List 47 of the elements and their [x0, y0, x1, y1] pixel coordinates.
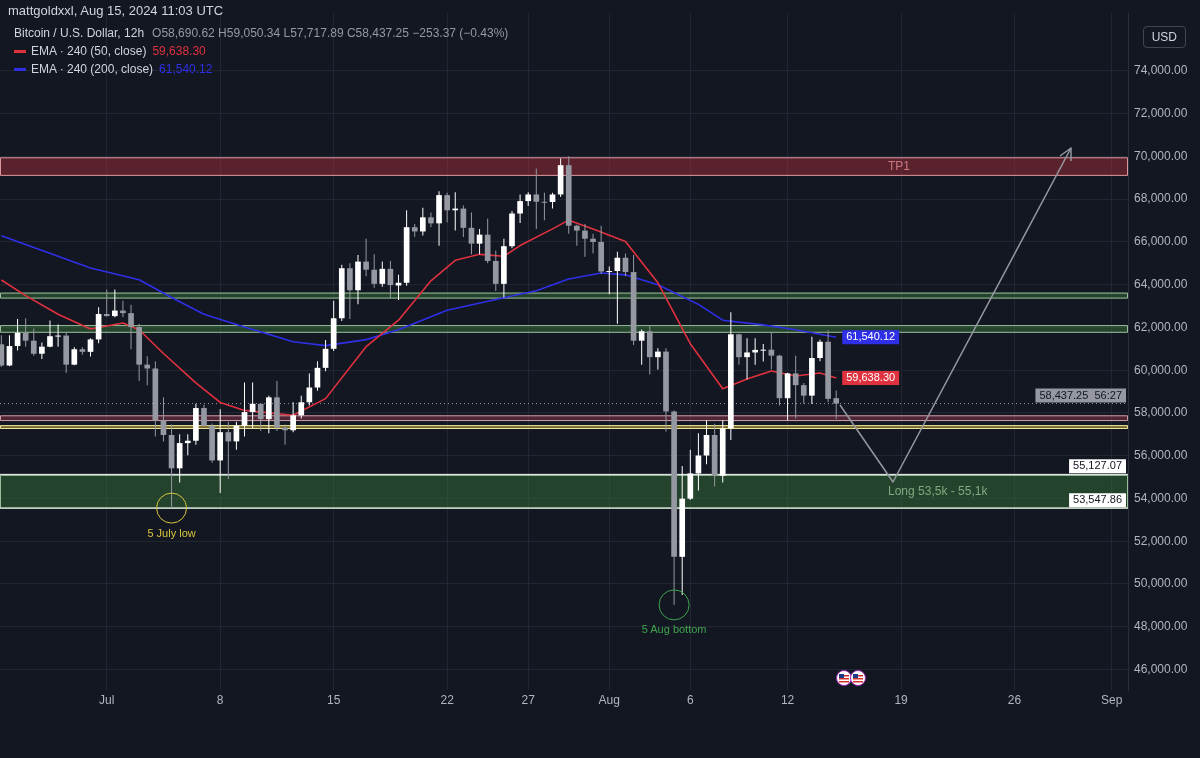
text: 61,540.12 — [159, 62, 213, 76]
text: 58,437.25 56:27 — [1039, 388, 1122, 401]
candlestick — [606, 266, 613, 295]
x-tick-label: 15 — [326, 692, 341, 707]
x-tick-label: Sep — [1101, 692, 1123, 707]
y-tick-label: 62,000.00 — [1134, 319, 1188, 334]
y-tick-label: 74,000.00 — [1134, 63, 1188, 78]
legend-label: EMA · 240 (200, close) — [31, 61, 154, 78]
text: Bitcoin / U.S. Dollar, 12h — [14, 26, 145, 40]
annotation: 5 July low — [147, 526, 196, 539]
band-label: TP1 — [888, 158, 911, 173]
y-tick-label: 54,000.00 — [1134, 490, 1188, 505]
candlestick — [184, 434, 191, 456]
x-tick-label: 6 — [686, 692, 694, 707]
y-tick-label: 66,000.00 — [1134, 234, 1188, 249]
data-label: 59,638.30 — [846, 370, 896, 383]
legend-label: EMA · 240 (50, close) — [31, 43, 147, 60]
ref-line-label: 55,127.07 — [1073, 459, 1122, 472]
y-tick-label: 60,000.00 — [1134, 362, 1188, 377]
band-label: Long 53,5k - 55,1k — [888, 484, 989, 499]
chart-title: mattgoldxxl, Aug 15, 2024 11:03 UTC — [8, 3, 224, 18]
annotation: 5 Aug bottom — [641, 623, 707, 636]
candlestick — [55, 324, 61, 347]
data-label: 61,540.12 — [846, 330, 896, 343]
y-tick-label: 72,000.00 — [1134, 105, 1188, 120]
y-tick-label: 50,000.00 — [1134, 576, 1188, 591]
candlestick — [103, 289, 110, 317]
x-tick-label: 27 — [521, 692, 536, 707]
x-tick-label: 19 — [894, 692, 909, 707]
ref-line-label: 53,547.86 — [1073, 493, 1122, 506]
x-tick-label: 8 — [216, 692, 224, 707]
y-tick-label: 52,000.00 — [1134, 533, 1188, 548]
x-tick-label: 12 — [780, 692, 795, 707]
x-tick-label: 22 — [440, 692, 455, 707]
text: 59,638.30 — [152, 44, 206, 58]
y-tick-label: 70,000.00 — [1134, 148, 1188, 163]
annotation: O58,690.62 H59,050.34 L57,717.89 C58,437.25 −253.37 (−0.43%) — [152, 26, 509, 40]
x-tick-label: Aug — [598, 692, 620, 707]
y-tick-label: 56,000.00 — [1134, 448, 1188, 463]
x-tick-label: Jul — [99, 692, 115, 707]
y-tick-label: 48,000.00 — [1134, 619, 1188, 634]
y-tick-label: 64,000.00 — [1134, 277, 1188, 291]
y-tick-label: 68,000.00 — [1134, 191, 1188, 206]
y-axis-title: USD — [1142, 26, 1186, 48]
y-tick-label: 46,000.00 — [1134, 661, 1188, 676]
y-tick-label: 58,000.00 — [1134, 405, 1188, 420]
x-tick-label: 26 — [1007, 692, 1022, 707]
